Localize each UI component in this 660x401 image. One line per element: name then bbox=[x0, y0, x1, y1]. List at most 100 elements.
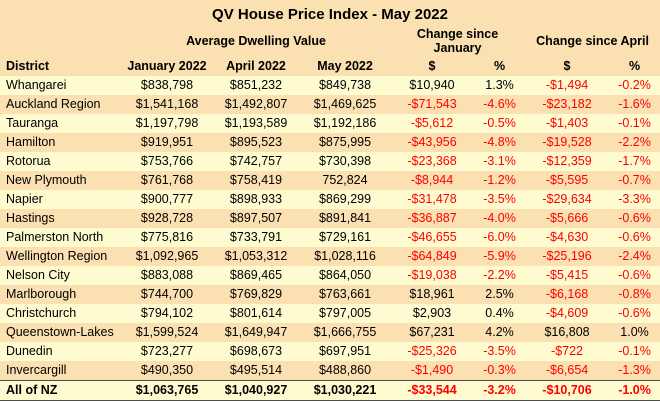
value-cell: $775,816 bbox=[122, 228, 212, 247]
table-row: Palmerston North $775,816 $733,791 $729,161… bbox=[0, 228, 660, 247]
value-cell: -$43,956 bbox=[390, 133, 475, 152]
value-cell: -$5,666 bbox=[525, 209, 610, 228]
value-cell: $900,777 bbox=[122, 190, 212, 209]
col-header-change-apr-dollar: $ bbox=[525, 56, 610, 76]
table-row: Rotorua $753,766 $742,757 $730,398 -$23,368-… bbox=[0, 152, 660, 171]
table-row: Invercargill $490,350 $495,514 $488,860 -$1,… bbox=[0, 361, 660, 381]
table-row: Wellington Region $1,092,965 $1,053,312 $1,… bbox=[0, 247, 660, 266]
value-cell: $794,102 bbox=[122, 304, 212, 323]
value-cell: -3.3% bbox=[609, 190, 660, 209]
value-cell: -0.6% bbox=[609, 209, 660, 228]
group-header-change-since-january: Change since January bbox=[390, 26, 526, 56]
table-row: Whangarei $838,798 $851,232 $849,738 $10,940… bbox=[0, 76, 660, 95]
district-cell: All of NZ bbox=[0, 380, 122, 401]
district-cell: Queenstown-Lakes bbox=[0, 323, 122, 342]
col-header-change-jan-dollar: $ bbox=[390, 56, 475, 76]
value-cell: $761,768 bbox=[122, 171, 212, 190]
value-cell: $1,040,927 bbox=[212, 380, 300, 401]
value-cell: $897,507 bbox=[212, 209, 300, 228]
value-cell: $2,903 bbox=[390, 304, 475, 323]
value-cell: $16,808 bbox=[525, 323, 610, 342]
value-cell: -4.0% bbox=[474, 209, 526, 228]
table-row: Auckland Region $1,541,168 $1,492,807 $1,46… bbox=[0, 95, 660, 114]
col-header-change-jan-percent: % bbox=[474, 56, 526, 76]
district-cell: Whangarei bbox=[0, 76, 122, 95]
value-cell: $67,231 bbox=[390, 323, 475, 342]
value-cell: 4.2% bbox=[474, 323, 526, 342]
value-cell: -3.5% bbox=[474, 342, 526, 361]
value-cell: -$10,706 bbox=[525, 380, 610, 401]
value-cell: $1,492,807 bbox=[212, 95, 300, 114]
value-cell: $730,398 bbox=[300, 152, 391, 171]
value-cell: $1,063,765 bbox=[122, 380, 212, 401]
value-cell: -6.0% bbox=[474, 228, 526, 247]
value-cell: -$23,182 bbox=[525, 95, 610, 114]
col-header-district: District bbox=[0, 56, 122, 76]
value-cell: $1,649,947 bbox=[212, 323, 300, 342]
value-cell: $733,791 bbox=[212, 228, 300, 247]
value-cell: -2.2% bbox=[474, 266, 526, 285]
value-cell: -1.3% bbox=[609, 361, 660, 381]
value-cell: $1,053,312 bbox=[212, 247, 300, 266]
table-row: Marlborough $744,700 $769,829 $763,661 $18,9… bbox=[0, 285, 660, 304]
district-cell: Wellington Region bbox=[0, 247, 122, 266]
value-cell: $697,951 bbox=[300, 342, 391, 361]
value-cell: $891,841 bbox=[300, 209, 391, 228]
value-cell: $869,465 bbox=[212, 266, 300, 285]
value-cell: -$19,528 bbox=[525, 133, 610, 152]
table-row: New Plymouth $761,768 $758,419 752,824 -$8,9… bbox=[0, 171, 660, 190]
value-cell: $10,940 bbox=[390, 76, 475, 95]
value-cell: $495,514 bbox=[212, 361, 300, 381]
value-cell: -$31,478 bbox=[390, 190, 475, 209]
value-cell: $1,666,755 bbox=[300, 323, 391, 342]
district-cell: Christchurch bbox=[0, 304, 122, 323]
value-cell: -$6,168 bbox=[525, 285, 610, 304]
value-cell: -3.2% bbox=[474, 380, 526, 401]
value-cell: $898,933 bbox=[212, 190, 300, 209]
value-cell: -$36,887 bbox=[390, 209, 475, 228]
value-cell: -0.5% bbox=[474, 114, 526, 133]
value-cell: -0.7% bbox=[609, 171, 660, 190]
district-cell: Hamilton bbox=[0, 133, 122, 152]
value-cell: -$19,038 bbox=[390, 266, 475, 285]
value-cell: -3.5% bbox=[474, 190, 526, 209]
value-cell: $698,673 bbox=[212, 342, 300, 361]
value-cell: -$1,403 bbox=[525, 114, 610, 133]
value-cell: $1,092,965 bbox=[122, 247, 212, 266]
value-cell: -$25,196 bbox=[525, 247, 610, 266]
value-cell: $1,599,524 bbox=[122, 323, 212, 342]
value-cell: -$46,655 bbox=[390, 228, 475, 247]
district-cell: Nelson City bbox=[0, 266, 122, 285]
value-cell: $18,961 bbox=[390, 285, 475, 304]
value-cell: $753,766 bbox=[122, 152, 212, 171]
value-cell: 2.5% bbox=[474, 285, 526, 304]
value-cell: $919,951 bbox=[122, 133, 212, 152]
value-cell: -3.1% bbox=[474, 152, 526, 171]
value-cell: -$6,654 bbox=[525, 361, 610, 381]
value-cell: -$5,415 bbox=[525, 266, 610, 285]
table-row: Napier $900,777 $898,933 $869,299 -$31,478 -3… bbox=[0, 190, 660, 209]
value-cell: -$71,543 bbox=[390, 95, 475, 114]
district-cell: Palmerston North bbox=[0, 228, 122, 247]
value-cell: $758,419 bbox=[212, 171, 300, 190]
value-cell: -2.4% bbox=[609, 247, 660, 266]
value-cell: $1,469,625 bbox=[300, 95, 391, 114]
value-cell: $1,193,589 bbox=[212, 114, 300, 133]
value-cell: -$4,609 bbox=[525, 304, 610, 323]
table-row: Hamilton $919,951 $895,523 $875,995 -$43,956… bbox=[0, 133, 660, 152]
value-cell: -5.9% bbox=[474, 247, 526, 266]
group-header-spacer bbox=[0, 26, 122, 56]
table-row: Nelson City $883,088 $869,465 $864,050 -$19,… bbox=[0, 266, 660, 285]
district-cell: Tauranga bbox=[0, 114, 122, 133]
value-cell: -0.6% bbox=[609, 304, 660, 323]
value-cell: $1,197,798 bbox=[122, 114, 212, 133]
value-cell: -$23,368 bbox=[390, 152, 475, 171]
value-cell: $869,299 bbox=[300, 190, 391, 209]
value-cell: -4.6% bbox=[474, 95, 526, 114]
value-cell: $763,661 bbox=[300, 285, 391, 304]
column-header-row: District January 2022 April 2022 May 202… bbox=[0, 56, 660, 76]
data-table: Average Dwelling Value Change since Janu… bbox=[0, 26, 660, 401]
district-cell: New Plymouth bbox=[0, 171, 122, 190]
value-cell: -0.3% bbox=[474, 361, 526, 381]
district-cell: Invercargill bbox=[0, 361, 122, 381]
